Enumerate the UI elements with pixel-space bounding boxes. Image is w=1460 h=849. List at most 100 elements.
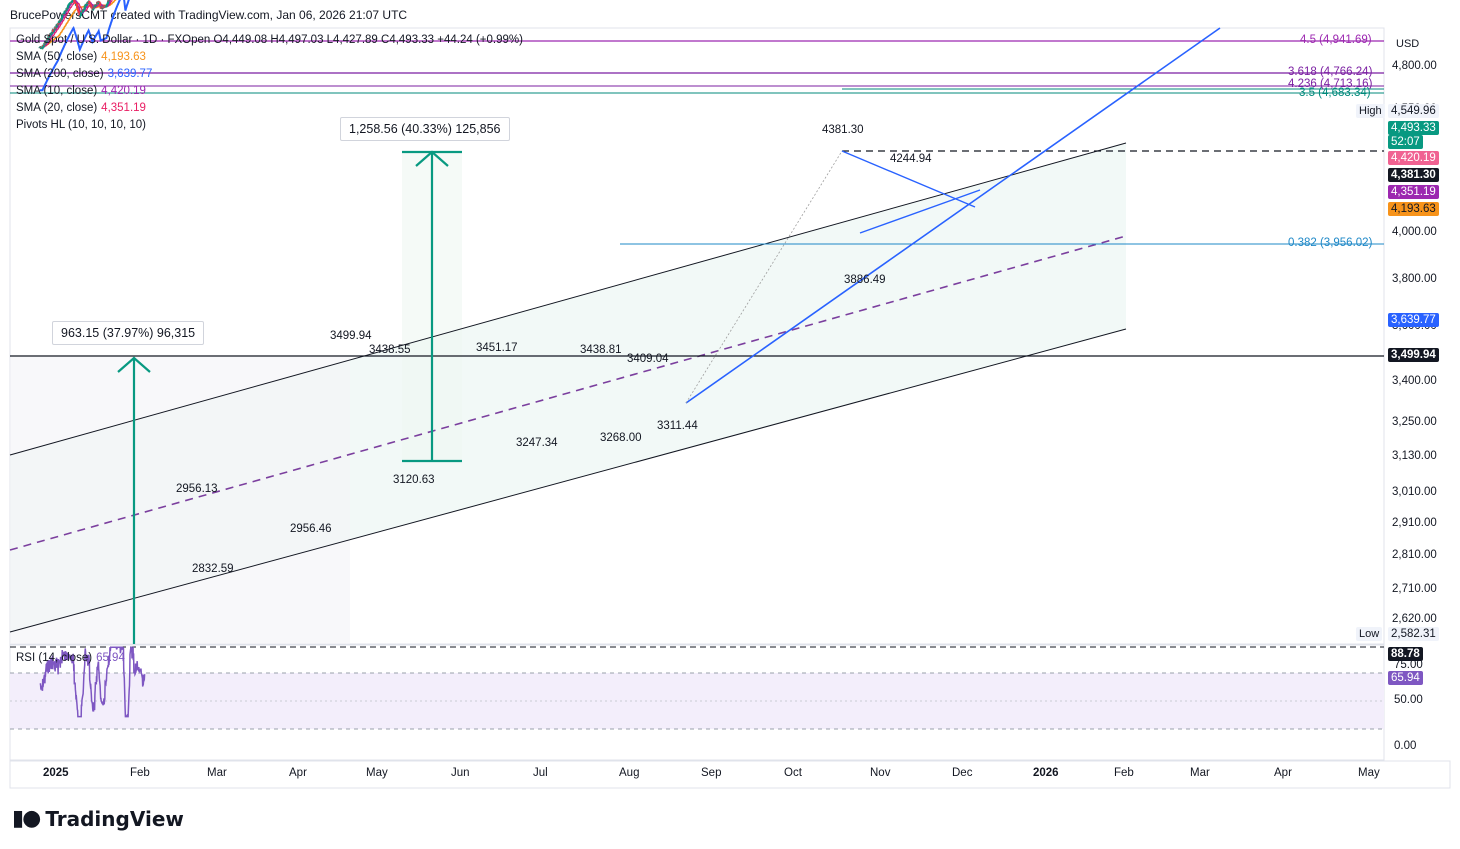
countdown-badge: 52:07 bbox=[1388, 135, 1423, 149]
legend-rsi-value: 65.94 bbox=[96, 652, 125, 664]
pivot-label: 3409.04 bbox=[627, 353, 669, 365]
candle-body bbox=[73, 0, 76, 2]
measure-box-2: 1,258.56 (40.33%) 125,856 bbox=[340, 117, 510, 141]
candle-body bbox=[65, 9, 68, 11]
rsi-line bbox=[39, 645, 146, 718]
time-tick-label: 2026 bbox=[1033, 767, 1059, 779]
time-tick-label: Apr bbox=[1274, 767, 1292, 779]
candle-body bbox=[90, 6, 93, 9]
candle-body bbox=[99, 2, 102, 7]
time-tick-label: May bbox=[366, 767, 388, 779]
time-tick-label: Aug bbox=[619, 767, 640, 779]
candle-body bbox=[57, 21, 61, 23]
pivot-label: 3311.44 bbox=[657, 420, 698, 432]
sma20-badge: 4,351.19 bbox=[1388, 185, 1439, 199]
candle-body bbox=[86, 2, 89, 4]
candle-body bbox=[57, 22, 60, 24]
channel-upper bbox=[9, 142, 1127, 456]
candle-body bbox=[105, 3, 109, 5]
fib-0382-label: 0.382 (3,956.02) bbox=[1288, 237, 1373, 249]
candle-body bbox=[83, 6, 86, 10]
candle-body bbox=[63, 12, 66, 14]
time-tick-label: Mar bbox=[207, 767, 227, 779]
pivot-label: 4381.30 bbox=[822, 124, 864, 136]
candle-body bbox=[70, 1, 73, 3]
pivot-label: 4244.94 bbox=[890, 153, 932, 165]
high-badge: 4,549.96 bbox=[1388, 104, 1439, 118]
rsi-value-badge: 65.94 bbox=[1388, 671, 1423, 685]
candle-body bbox=[71, 1, 74, 3]
candle-body bbox=[70, 2, 73, 4]
time-tick-label: Jul bbox=[533, 767, 548, 779]
rsi-tick-label: 75.00 bbox=[1394, 659, 1423, 671]
projection-dotted bbox=[685, 150, 843, 404]
candle-body bbox=[89, 5, 93, 8]
candle-body bbox=[71, 0, 74, 2]
candle-body bbox=[105, 4, 108, 6]
price-tick-label: 3,400.00 bbox=[1392, 375, 1437, 387]
time-tick-label: Dec bbox=[952, 767, 973, 779]
pivot-label: 3438.55 bbox=[369, 344, 411, 356]
time-tick-label: Feb bbox=[1114, 767, 1134, 779]
candle-body bbox=[88, 0, 91, 4]
pivot-label: 3499.94 bbox=[330, 330, 372, 342]
time-tick-label: Jun bbox=[451, 767, 470, 779]
candle-body bbox=[62, 13, 65, 15]
tradingview-logo-icon: ▮● bbox=[12, 806, 41, 831]
candle-body bbox=[102, 7, 105, 9]
time-tick-label: 2025 bbox=[43, 767, 69, 779]
price-tick-label: 2,910.00 bbox=[1392, 517, 1437, 529]
candle-body bbox=[99, 6, 102, 8]
price-tick-label: 2,620.00 bbox=[1392, 613, 1437, 625]
legend-pivots: Pivots HL (10, 10, 10, 10) bbox=[16, 119, 146, 131]
range-box bbox=[10, 357, 350, 644]
triangle-upper bbox=[841, 150, 976, 208]
candle-body bbox=[52, 31, 55, 33]
candle-body bbox=[42, 46, 45, 48]
legend-sma200: SMA (200, close) 3,639.77 bbox=[16, 68, 152, 80]
candle-body bbox=[75, 4, 79, 8]
candle-body bbox=[59, 20, 62, 22]
price-tick-label: 2,710.00 bbox=[1392, 583, 1437, 595]
candle-body bbox=[88, 3, 91, 5]
legend-sma20-value: 4,351.19 bbox=[101, 102, 146, 114]
fib-35-label: 3.5 (4,683.34) bbox=[1299, 87, 1371, 99]
candle-body bbox=[79, 12, 82, 16]
candle-body bbox=[92, 7, 95, 9]
high-label: High bbox=[1356, 104, 1385, 118]
legend-sma200-label: SMA (200, close) bbox=[16, 68, 104, 80]
candle-body bbox=[45, 39, 48, 42]
candle-body bbox=[67, 4, 70, 6]
candle-body bbox=[60, 16, 64, 19]
candle-body bbox=[82, 10, 85, 12]
time-axis-frame bbox=[9, 760, 1451, 789]
pivot-label: 3451.17 bbox=[476, 342, 518, 354]
time-tick-label: Mar bbox=[1190, 767, 1210, 779]
rsi-max-badge: 88.78 bbox=[1388, 647, 1423, 661]
time-tick-label: May bbox=[1358, 767, 1380, 779]
time-tick-label: Sep bbox=[701, 767, 722, 779]
candlestick-series bbox=[38, 0, 111, 50]
candle-body bbox=[49, 34, 52, 36]
chart-attribution: BrucePowersCMT created with TradingView.… bbox=[10, 8, 408, 22]
time-tick-label: Nov bbox=[870, 767, 891, 779]
sma50-badge: 4,193.63 bbox=[1388, 202, 1439, 216]
candle-body bbox=[105, 6, 108, 8]
candle-body bbox=[48, 36, 51, 38]
fib-3618-label: 3.618 (4,766.24) bbox=[1288, 66, 1373, 78]
triangle-lower bbox=[859, 189, 981, 234]
candle-body bbox=[43, 43, 46, 47]
rsi-tick-label: 0.00 bbox=[1394, 740, 1417, 752]
legend-sma10-label: SMA (10, close) bbox=[16, 85, 98, 97]
tradingview-logo[interactable]: ▮● TradingView bbox=[12, 806, 184, 831]
candle-body bbox=[76, 8, 79, 10]
channel-lower bbox=[9, 328, 1127, 633]
pivot-label: 3247.34 bbox=[516, 437, 558, 449]
candle-body bbox=[107, 0, 111, 1]
measure-arrow-1 bbox=[117, 356, 151, 644]
candle-body bbox=[77, 9, 80, 12]
trendline-blue bbox=[685, 27, 1221, 404]
time-tick-label: Feb bbox=[130, 767, 150, 779]
legend-sma200-value: 3,639.77 bbox=[107, 68, 153, 80]
